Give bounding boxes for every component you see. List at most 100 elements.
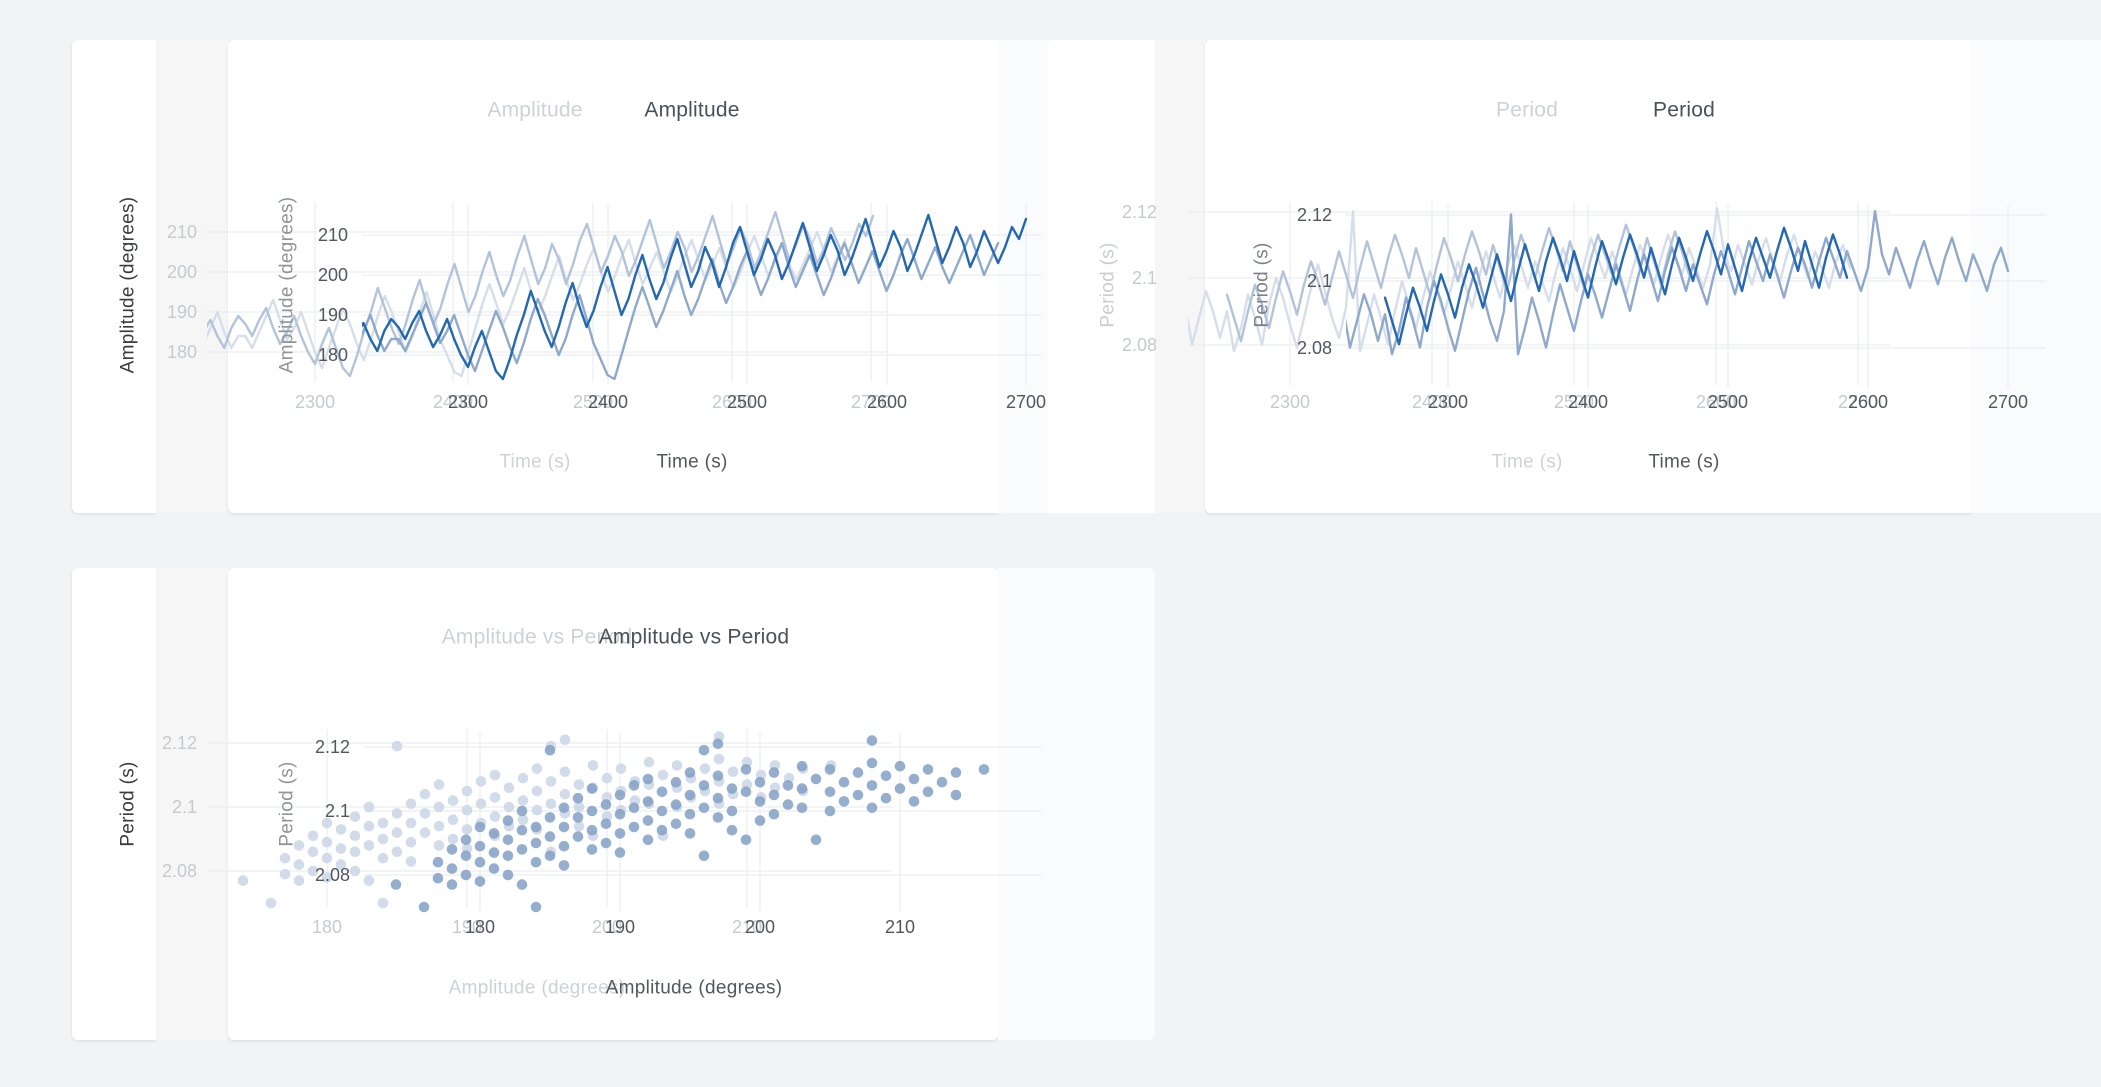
scatter-point — [433, 820, 445, 832]
scatter-point — [307, 830, 319, 842]
amplitude-plot-area[interactable] — [362, 200, 1042, 392]
scatter-point — [545, 798, 557, 810]
scatter-point — [600, 837, 612, 849]
scatter-point — [307, 846, 319, 858]
scatter-point — [432, 856, 444, 868]
period-run-2-ghost-line — [1188, 206, 1852, 353]
scatter-point — [558, 840, 570, 852]
scatter-point — [922, 786, 934, 798]
scatter-point — [391, 808, 403, 819]
scatter-point — [558, 860, 570, 871]
scatter-point — [642, 834, 654, 846]
scatter-point — [335, 859, 347, 870]
scatter-point — [670, 818, 682, 830]
scatter-point — [726, 805, 738, 817]
period-card-tail — [1971, 40, 2101, 513]
scatter-point — [768, 789, 780, 801]
scatter-point — [558, 821, 570, 833]
scatter-card-tail — [998, 568, 1155, 1040]
scatter-point — [600, 818, 612, 830]
scatter-point — [363, 875, 375, 886]
scatter-point — [880, 792, 892, 804]
scatter-point — [573, 820, 585, 832]
scatter-point — [517, 772, 529, 784]
scatter-point — [475, 776, 487, 787]
scatter-point — [559, 734, 571, 746]
scatter-point — [489, 792, 501, 803]
amp-vs-period-points-solid — [390, 735, 990, 913]
scatter-point — [433, 840, 445, 851]
scatter-point — [447, 814, 459, 826]
scatter-point — [447, 833, 459, 845]
scatter-point — [586, 844, 598, 855]
amplitude-series-solid — [362, 213, 1028, 381]
scatter-point — [377, 852, 389, 864]
scatter-point — [614, 789, 626, 801]
scatter-point — [726, 824, 738, 836]
scatter-point — [502, 834, 514, 846]
scatter-point — [321, 852, 333, 864]
scatter-point — [908, 773, 920, 785]
scatter-point — [614, 808, 626, 820]
scatter-point — [796, 802, 808, 814]
scatter-point — [727, 766, 739, 778]
scatter-point — [601, 772, 613, 784]
scatter-point — [670, 799, 682, 810]
scatter-point — [656, 824, 668, 836]
scatter-point — [531, 785, 543, 797]
scatter-point — [293, 875, 305, 886]
period-run-1-solid-line — [1383, 226, 1849, 346]
scatter-point — [754, 815, 766, 826]
scatter-point — [712, 770, 724, 782]
period-run-2-solid-line — [1346, 209, 2010, 356]
scatter-point — [698, 780, 710, 791]
scatter-point — [405, 856, 417, 867]
scatter-point — [586, 824, 598, 836]
scatter-point — [474, 840, 486, 852]
scatter-point — [419, 788, 431, 800]
scatter-point — [922, 764, 934, 775]
scatter-point — [712, 812, 724, 823]
scatter-point — [573, 779, 585, 790]
scatter-point — [824, 764, 836, 775]
scatter-point — [544, 744, 556, 756]
scatter-point — [642, 773, 654, 785]
scatter-point — [712, 738, 724, 750]
scatter-point — [824, 786, 836, 798]
amplitude-run-1-solid-line — [362, 213, 1028, 381]
scatter-point — [531, 763, 543, 774]
scatter-point — [293, 859, 305, 870]
scatter-point — [684, 789, 696, 801]
amp-vs-period-plot-area[interactable] — [364, 722, 1042, 914]
scatter-point — [460, 850, 472, 862]
period-plot-area[interactable] — [1346, 200, 2046, 395]
scatter-point — [474, 876, 486, 887]
scatter-point — [950, 789, 962, 801]
scatter-point — [572, 831, 584, 842]
scatter-point — [461, 785, 473, 797]
scatter-point — [866, 735, 878, 746]
scatter-point — [699, 763, 711, 774]
scatter-point — [391, 740, 403, 752]
scatter-point — [657, 769, 669, 781]
scatter-point — [530, 837, 542, 849]
amplitude-ylabel-panel — [72, 40, 156, 513]
scatter-point — [530, 856, 542, 868]
scatter-point — [558, 802, 570, 814]
amplitude-card — [228, 40, 998, 513]
scatter-point — [418, 901, 430, 913]
scatter-point — [643, 756, 655, 768]
scatter-point — [628, 802, 640, 814]
scatter-point — [894, 783, 906, 794]
scatter-point — [544, 850, 556, 862]
scatter-point — [377, 817, 389, 829]
scatter-point — [586, 805, 598, 817]
scatter-point — [698, 850, 710, 862]
scatter-point — [502, 850, 514, 862]
scatter-point — [446, 844, 458, 855]
scatter-point — [475, 798, 487, 810]
scatter-point — [391, 846, 403, 858]
amplitude-gap-strip — [156, 40, 228, 513]
scatter-point — [573, 801, 585, 813]
